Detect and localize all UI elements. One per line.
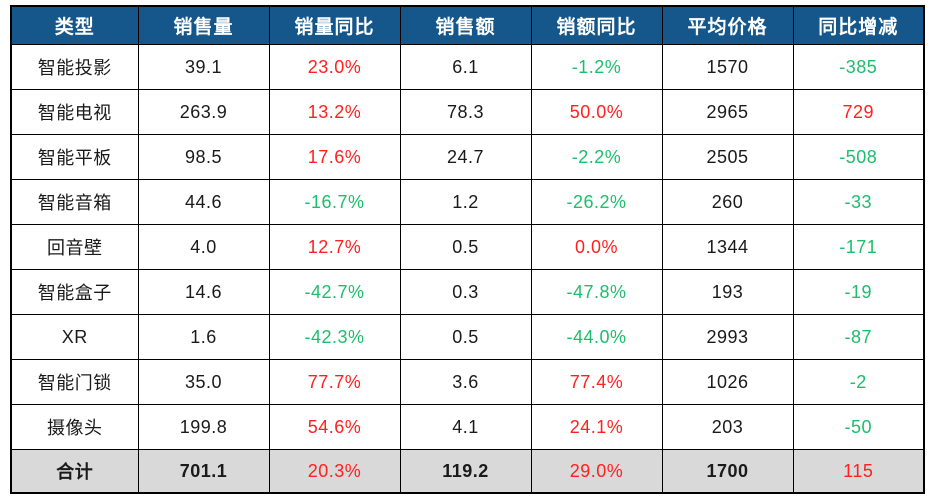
table-cell: -33 — [792, 179, 925, 225]
column-header-sales-volume: 销售量 — [137, 5, 270, 45]
table-cell: -44.0% — [530, 314, 663, 360]
table-cell: -19 — [792, 269, 925, 315]
sales-table-container: 类型 销售量 销量同比 销售额 销额同比 平均价格 同比增减 智能投影 39.1 2… — [10, 5, 925, 494]
table-row: 智能盒子 14.6 -42.7% 0.3 -47.8% 193 -19 — [10, 269, 925, 315]
category-cell: 智能盒子 — [10, 269, 139, 315]
category-cell: 回音壁 — [10, 224, 139, 270]
category-cell: 智能门锁 — [10, 359, 139, 405]
table-cell: 13.2% — [268, 89, 401, 135]
category-cell: XR — [10, 314, 139, 360]
table-cell: 115 — [792, 449, 925, 494]
table-cell: 98.5 — [137, 134, 270, 180]
table-cell: 199.8 — [137, 404, 270, 450]
column-header-volume-yoy: 销量同比 — [268, 5, 401, 45]
table-cell: 14.6 — [137, 269, 270, 315]
table-row: 智能投影 39.1 23.0% 6.1 -1.2% 1570 -385 — [10, 44, 925, 90]
table-cell: 77.7% — [268, 359, 401, 405]
table-cell: 44.6 — [137, 179, 270, 225]
table-cell: -171 — [792, 224, 925, 270]
table-cell: -2.2% — [530, 134, 663, 180]
category-cell: 智能平板 — [10, 134, 139, 180]
table-cell: 1344 — [661, 224, 794, 270]
table-cell: 1.6 — [137, 314, 270, 360]
table-cell: 260 — [661, 179, 794, 225]
table-row: 回音壁 4.0 12.7% 0.5 0.0% 1344 -171 — [10, 224, 925, 270]
table-cell: -87 — [792, 314, 925, 360]
table-cell: 0.5 — [399, 314, 532, 360]
column-header-type: 类型 — [10, 5, 139, 45]
category-cell: 合计 — [10, 449, 139, 494]
header-row: 类型 销售量 销量同比 销售额 销额同比 平均价格 同比增减 — [10, 5, 925, 45]
table-cell: 20.3% — [268, 449, 401, 494]
category-cell: 智能电视 — [10, 89, 139, 135]
table-cell: 39.1 — [137, 44, 270, 90]
category-cell: 智能音箱 — [10, 179, 139, 225]
table-row: 智能音箱 44.6 -16.7% 1.2 -26.2% 260 -33 — [10, 179, 925, 225]
table-cell: 3.6 — [399, 359, 532, 405]
table-cell: -1.2% — [530, 44, 663, 90]
table-cell: 1026 — [661, 359, 794, 405]
table-cell: -385 — [792, 44, 925, 90]
table-cell: 17.6% — [268, 134, 401, 180]
table-cell: 2993 — [661, 314, 794, 360]
table-cell: 24.1% — [530, 404, 663, 450]
table-cell: 35.0 — [137, 359, 270, 405]
table-cell: 0.5 — [399, 224, 532, 270]
column-header-amount-yoy: 销额同比 — [530, 5, 663, 45]
table-row: 智能门锁 35.0 77.7% 3.6 77.4% 1026 -2 — [10, 359, 925, 405]
table-cell: 6.1 — [399, 44, 532, 90]
table-row: 智能平板 98.5 17.6% 24.7 -2.2% 2505 -508 — [10, 134, 925, 180]
table-cell: -42.7% — [268, 269, 401, 315]
table-body: 智能投影 39.1 23.0% 6.1 -1.2% 1570 -385 智能电视 263.9 13… — [10, 44, 925, 494]
table-cell: 193 — [661, 269, 794, 315]
table-cell: 24.7 — [399, 134, 532, 180]
table-cell: 729 — [792, 89, 925, 135]
table-cell: 4.0 — [137, 224, 270, 270]
table-cell: 4.1 — [399, 404, 532, 450]
table-cell: 1570 — [661, 44, 794, 90]
table-cell: -42.3% — [268, 314, 401, 360]
table-cell: -47.8% — [530, 269, 663, 315]
table-cell: 701.1 — [137, 449, 270, 494]
column-header-sales-amount: 销售额 — [399, 5, 532, 45]
table-cell: 78.3 — [399, 89, 532, 135]
table-cell: -2 — [792, 359, 925, 405]
table-row: 摄像头 199.8 54.6% 4.1 24.1% 203 -50 — [10, 404, 925, 450]
table-cell: -508 — [792, 134, 925, 180]
table-cell: 2965 — [661, 89, 794, 135]
column-header-average-price: 平均价格 — [661, 5, 794, 45]
table-cell: -50 — [792, 404, 925, 450]
table-cell: 29.0% — [530, 449, 663, 494]
total-row: 合计 701.1 20.3% 119.2 29.0% 1700 115 — [10, 449, 925, 494]
category-cell: 摄像头 — [10, 404, 139, 450]
table-cell: 0.3 — [399, 269, 532, 315]
table-cell: 23.0% — [268, 44, 401, 90]
table-cell: 203 — [661, 404, 794, 450]
table-cell: 1700 — [661, 449, 794, 494]
table-cell: 2505 — [661, 134, 794, 180]
table-cell: 119.2 — [399, 449, 532, 494]
table-cell: -26.2% — [530, 179, 663, 225]
table-row: XR 1.6 -42.3% 0.5 -44.0% 2993 -87 — [10, 314, 925, 360]
column-header-yoy-change: 同比增减 — [792, 5, 925, 45]
table-cell: 77.4% — [530, 359, 663, 405]
table-cell: 54.6% — [268, 404, 401, 450]
category-cell: 智能投影 — [10, 44, 139, 90]
sales-table: 类型 销售量 销量同比 销售额 销额同比 平均价格 同比增减 智能投影 39.1 2… — [10, 5, 925, 494]
table-cell: 0.0% — [530, 224, 663, 270]
table-row: 智能电视 263.9 13.2% 78.3 50.0% 2965 729 — [10, 89, 925, 135]
table-cell: 50.0% — [530, 89, 663, 135]
table-cell: -16.7% — [268, 179, 401, 225]
table-cell: 12.7% — [268, 224, 401, 270]
table-cell: 1.2 — [399, 179, 532, 225]
table-cell: 263.9 — [137, 89, 270, 135]
